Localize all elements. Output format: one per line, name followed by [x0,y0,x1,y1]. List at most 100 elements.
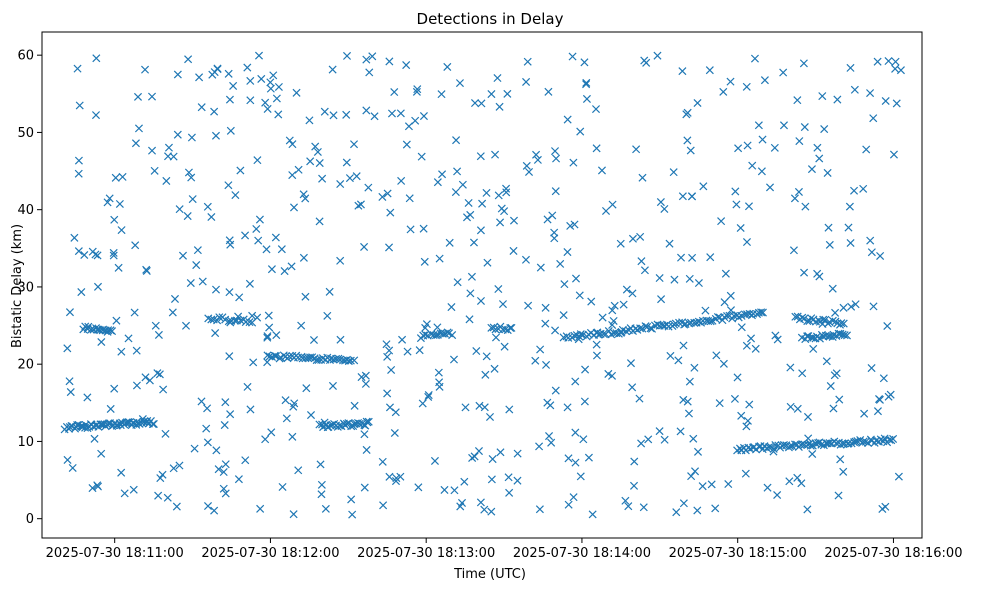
detection-marker [263,358,272,367]
detection-marker [779,440,788,449]
detection-marker [592,351,601,360]
detection-marker [610,301,619,310]
detection-marker [746,334,756,343]
detection-marker [636,232,645,241]
detection-marker [744,202,754,211]
detection-marker [726,291,735,300]
detection-marker [297,321,306,330]
detection-marker [466,289,475,298]
detection-marker [523,57,532,66]
detection-marker [63,344,72,353]
detection-marker [74,169,83,178]
detection-marker [822,357,831,366]
detection-marker [504,473,513,482]
detection-marker [447,303,456,312]
detection-marker [263,333,272,342]
detection-marker [644,435,653,444]
detection-marker [316,460,325,469]
detection-marker [435,382,444,391]
detection-marker [641,322,650,331]
detection-marker [833,95,842,104]
detection-marker [685,377,694,386]
detection-marker [88,484,97,493]
detection-marker [873,407,882,416]
detection-marker [352,172,361,181]
detection-marker [678,67,687,76]
detection-marker [686,146,695,155]
detection-marker [288,140,297,149]
detection-marker [306,411,316,420]
detection-marker [800,268,809,277]
detection-marker [699,182,708,191]
detection-marker [839,467,848,476]
detection-marker [754,121,763,130]
detection-marker [225,352,234,361]
detection-marker [591,105,601,114]
detection-marker [506,323,515,333]
detection-marker [474,447,483,456]
detection-marker [193,246,202,255]
detection-marker [315,420,324,429]
detection-marker [867,248,876,257]
x-tick-label: 2025-07-30 18:11:00 [46,546,184,561]
detection-marker [269,71,278,80]
detection-marker [181,321,191,330]
detection-marker [891,64,900,73]
y-tick-label: 0 [26,512,34,527]
detection-marker [263,351,272,360]
chart-title: Detections in Delay [417,10,564,28]
detection-marker [635,394,644,403]
detection-marker [288,432,297,441]
detection-marker [132,381,141,390]
detection-marker [872,436,881,445]
y-axis-ticks: 0 10 20 30 40 50 60 [17,49,42,527]
detection-marker [813,269,822,278]
detection-marker [758,308,767,317]
detection-marker [789,246,798,255]
detection-marker [493,74,502,83]
detection-marker [183,212,192,221]
detection-marker [542,360,551,369]
detection-marker [488,455,497,464]
detection-marker [383,352,392,361]
detection-marker [110,215,119,224]
detection-marker [842,331,852,340]
detection-marker [161,429,170,438]
detection-marker [418,399,427,408]
detection-marker [563,248,572,257]
detection-marker [190,444,199,453]
detection-marker [241,318,250,327]
detection-marker [402,61,411,70]
detection-marker [813,143,822,152]
detection-marker [305,116,314,125]
detection-marker [564,454,573,463]
detection-marker [773,490,782,500]
detection-marker [212,446,221,455]
detection-marker [679,499,688,508]
detection-marker [757,308,766,317]
detection-marker [80,250,89,260]
detection-marker [513,476,522,485]
detection-marker [698,482,707,491]
detection-marker [563,115,572,124]
detection-marker [390,87,399,97]
detection-marker [265,323,274,332]
detection-marker [383,389,392,398]
detection-marker [875,395,884,404]
detection-marker [571,274,581,283]
detection-marker [639,503,648,512]
detection-marker [876,251,885,260]
detection-marker [280,267,289,276]
detection-marker [224,69,233,78]
detection-marker [458,180,467,189]
detection-marker [294,466,303,475]
detection-marker [272,94,281,103]
detection-marker [795,137,804,146]
detection-marker [311,142,320,151]
detection-marker [494,284,503,294]
detection-marker [786,363,795,372]
detection-marker [566,221,575,230]
detection-marker [579,435,588,444]
scatter-markers [60,51,905,519]
detection-marker [851,300,860,309]
